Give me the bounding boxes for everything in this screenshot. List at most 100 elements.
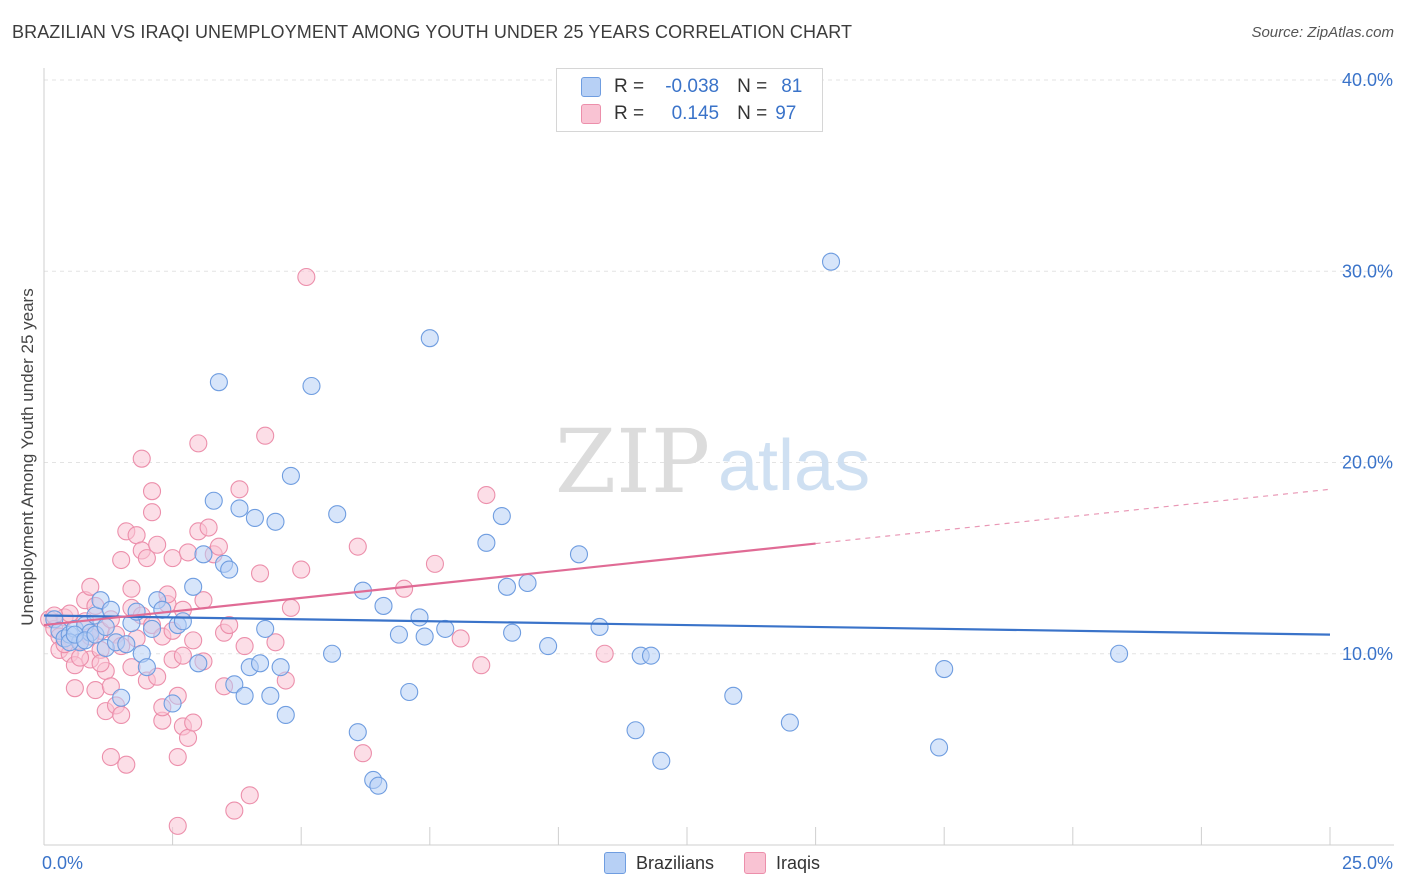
watermark-zip: ZIP (555, 410, 710, 513)
brazilians-legend-swatch (604, 852, 626, 874)
y-tick-label: 30.0% (1342, 261, 1393, 281)
y-axis-label: Unemployment Among Youth under 25 years (18, 288, 37, 626)
iraqis-point (101, 677, 120, 696)
brazilians-point (652, 751, 671, 770)
brazilians-point (569, 545, 589, 564)
iraqis-point (65, 679, 84, 698)
brazilians-point (626, 721, 645, 740)
iraqis-point (60, 604, 79, 623)
brazilians-point (821, 252, 841, 271)
iraqis-point (163, 549, 182, 568)
iraqis-point (178, 728, 198, 747)
brazilians-point (400, 682, 419, 702)
brazilians-point (281, 466, 300, 485)
brazilians-point (503, 623, 522, 642)
iraqis-point (297, 267, 316, 287)
brazilians-point (209, 373, 228, 392)
brazilians-point (1110, 644, 1129, 663)
brazilians-point (204, 491, 223, 510)
iraqis-points (40, 267, 614, 835)
brazilians-point (518, 573, 537, 593)
watermark-atlas: atlas (718, 426, 870, 506)
brazilians-point (194, 545, 213, 564)
brazilians-point (410, 608, 429, 627)
iraqis-point (178, 543, 198, 562)
iraqis-point (256, 426, 275, 445)
iraqis-swatch (581, 104, 601, 124)
iraqis-point (173, 646, 192, 665)
brazilians-point (261, 686, 280, 705)
r-label: R = (614, 76, 645, 97)
iraqis-point (209, 537, 228, 556)
grid-lines (44, 79, 1394, 655)
iraqis-point (81, 577, 100, 596)
brazilians-point (369, 776, 388, 795)
brazilians-point (137, 658, 156, 677)
iraqis-point (451, 629, 470, 648)
iraqis-point (477, 485, 496, 505)
iraqis-trend-extension (815, 488, 1331, 545)
r-label: R = (614, 103, 645, 124)
source-label: Source: ZipAtlas.com (1251, 24, 1394, 41)
brazilians-point (930, 738, 949, 757)
brazilians-swatch (581, 77, 601, 97)
iraqis-point (240, 786, 259, 805)
brazilians-point (163, 694, 182, 713)
tick-labels: 10.0% 20.0% 30.0% 40.0% 0.0% 25.0% (42, 70, 1393, 873)
r-value-iraqis: 0.145 (671, 103, 720, 124)
legend-label-brazilians: Brazilians (636, 852, 715, 873)
brazilians-points (45, 252, 1129, 795)
n-label: N = (737, 103, 768, 124)
y-tick-label: 10.0% (1342, 644, 1393, 664)
brazilians-point (256, 619, 275, 638)
iraqis-point (353, 744, 372, 763)
iraqis-point (184, 631, 203, 650)
legend-item-brazilians[interactable]: Brazilians (604, 852, 714, 874)
brazilians-point (153, 600, 172, 619)
brazilians-point (323, 644, 342, 663)
iraqis-point (137, 549, 156, 568)
iraqis-point (220, 616, 239, 635)
legend-label-iraqis: Iraqis (776, 852, 821, 873)
iraqis-point (425, 554, 444, 573)
iraqis-point (112, 705, 131, 725)
iraqis-point (235, 637, 254, 656)
iraqis-point (168, 747, 187, 767)
legend-item-iraqis[interactable]: Iraqis (744, 852, 820, 874)
iraqis-point (184, 713, 203, 732)
iraqis-point (122, 579, 141, 598)
brazilians-point (935, 659, 954, 679)
n-label: N = (737, 76, 768, 97)
brazilians-point (590, 617, 609, 637)
iraqis-legend-swatch (744, 852, 767, 874)
brazilians-point (235, 686, 254, 705)
brazilians-point (497, 577, 517, 596)
brazilians-trend-line (43, 614, 1331, 636)
brazilians-point (436, 619, 455, 638)
iraqis-point (595, 644, 614, 663)
stats-row-iraqis: R = 0.145 N = 97 (581, 102, 796, 126)
iraqis-point (168, 816, 187, 835)
x-tick-label: 25.0% (1342, 853, 1393, 873)
brazilians-point (477, 533, 496, 552)
iraqis-point (348, 537, 367, 556)
iraqis-point (101, 747, 120, 767)
iraqis-point (142, 503, 162, 522)
brazilians-point (420, 329, 439, 348)
series-legend: Brazilians Iraqis (604, 852, 850, 874)
iraqis-point (142, 482, 162, 501)
iraqis-point (127, 526, 146, 545)
stats-legend: R = -0.038 N = 81 R = 0.145 N = 97 (556, 68, 823, 132)
x-tick-label: 0.0% (42, 853, 83, 873)
brazilians-point (220, 560, 239, 579)
n-value-iraqis: 97 (775, 103, 797, 124)
y-tick-label: 20.0% (1342, 453, 1393, 473)
iraqis-point (292, 560, 311, 579)
iraqis-point (117, 755, 136, 774)
chart-title: BRAZILIAN VS IRAQI UNEMPLOYMENT AMONG YO… (12, 22, 853, 42)
stats-row-brazilians: R = -0.038 N = 81 (581, 75, 802, 99)
iraqis-point (86, 681, 105, 700)
brazilians-point (184, 577, 203, 596)
iraqis-point (266, 633, 285, 652)
